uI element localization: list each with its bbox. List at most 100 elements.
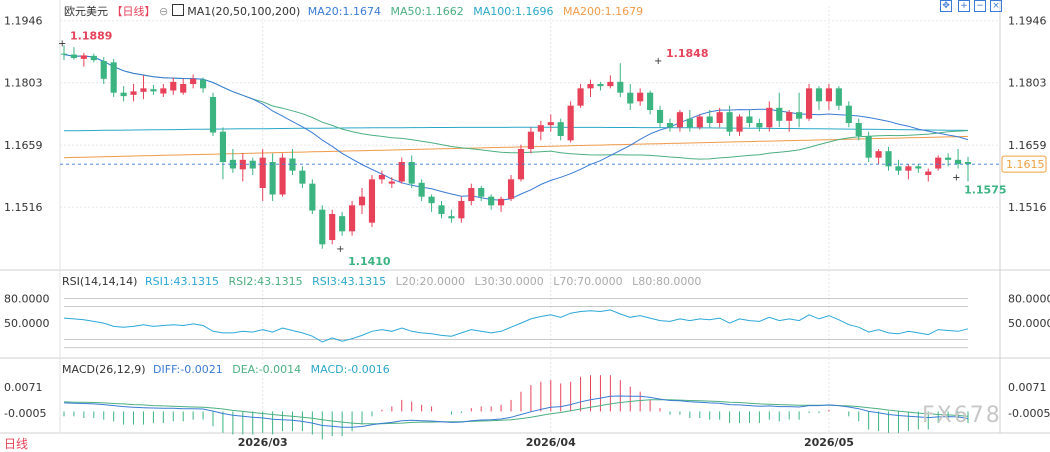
rsi-tick-right: 50.0000 — [1008, 317, 1050, 330]
candle-body — [915, 166, 922, 169]
price-tick-right: 1.1803 — [1008, 77, 1047, 90]
macd-legend: MACD(26,12,9) DIFF:-0.0021 DEA:-0.0014 M… — [62, 363, 390, 377]
candle-body — [925, 171, 932, 175]
rsi-tick-left: 80.0000 — [4, 292, 50, 305]
period-footer[interactable]: 日线 — [4, 437, 28, 451]
candle-body — [796, 112, 803, 119]
main-legend: 欧元美元 【日线】 ⊖ MA1(20,50,100,200) MA20:1.16… — [64, 3, 643, 19]
candle-body — [478, 188, 485, 197]
zoom-out-icon[interactable]: − — [974, 0, 986, 12]
candle-body — [607, 81, 614, 87]
candle-body — [150, 89, 157, 92]
ma200-value: MA200:1.1679 — [562, 5, 644, 18]
candle-body — [438, 205, 445, 214]
move-icon[interactable]: ✥ — [940, 0, 952, 12]
ma50-value: MA50:1.1662 — [390, 5, 464, 18]
candle-body — [120, 92, 127, 97]
macd-label[interactable]: MACD(26,12,9) — [62, 363, 146, 376]
candle-body — [60, 53, 68, 55]
candle-body — [498, 198, 505, 206]
candle-body — [845, 105, 852, 123]
candle-body — [140, 88, 147, 92]
candle-body — [448, 216, 455, 219]
candle-body — [358, 196, 366, 206]
ma100-line — [63, 126, 969, 132]
macd-tick-right: 0.0071 — [1008, 381, 1047, 394]
candle-body — [527, 131, 534, 149]
rsi1-value: RSI1:43.1315 — [144, 275, 219, 288]
candle-body — [696, 116, 703, 128]
dea-line — [63, 399, 969, 425]
macd-tick-right: -0.0005 — [1008, 407, 1050, 420]
candle-body — [597, 84, 604, 87]
candle-body — [408, 162, 415, 184]
candle-body — [905, 166, 912, 171]
candle-body — [309, 183, 316, 211]
candle-body — [110, 62, 117, 93]
candle-body — [339, 216, 346, 232]
date-tick: 2026/03 — [238, 436, 288, 449]
price-tick-right: 1.1946 — [1008, 15, 1047, 28]
diff-line — [63, 395, 969, 428]
diff-value: DIFF:-0.0021 — [153, 363, 223, 376]
candle-body — [259, 157, 266, 188]
candle-body — [428, 196, 435, 204]
price-tick-right: 1.1516 — [1008, 201, 1047, 214]
watermark-logo: FX678 — [922, 403, 1002, 428]
candle-body — [547, 122, 554, 126]
candle-body — [895, 166, 902, 171]
date-tick: 2026/05 — [804, 436, 854, 449]
candle-body — [219, 131, 227, 162]
candle-body — [329, 214, 336, 240]
price-tick-left: 1.1803 — [4, 77, 43, 90]
extreme-label: 1.1575 — [964, 184, 1006, 197]
candle-body — [418, 182, 425, 197]
candle-body — [269, 162, 276, 195]
price-tick-right: 1.1659 — [1008, 139, 1047, 152]
date-tick: 2026/04 — [526, 436, 576, 449]
watermark-text: FX678 — [922, 403, 1002, 428]
period-footer-label: 日线 — [4, 437, 29, 451]
rsi-label[interactable]: RSI(14,14,14) — [62, 275, 138, 288]
candle-body — [786, 112, 793, 121]
candle-body — [130, 91, 137, 95]
candle-body — [825, 88, 833, 102]
zoom-in-icon[interactable]: + — [958, 0, 970, 12]
candle-body — [627, 92, 634, 104]
candle-body — [676, 112, 683, 128]
candle-body — [567, 105, 574, 141]
candle-body — [805, 88, 813, 119]
candle-body — [229, 159, 236, 169]
candle-body — [239, 159, 246, 170]
candle-body — [388, 181, 395, 184]
ma-label[interactable]: MA1(20,50,100,200) — [187, 5, 301, 18]
candle-body — [170, 81, 177, 91]
ma100-value: MA100:1.1696 — [473, 5, 554, 18]
extreme-label: 1.1848 — [666, 47, 708, 60]
candle-body — [180, 84, 187, 93]
candle-body — [935, 157, 942, 169]
candle-body — [666, 123, 674, 128]
candle-body — [865, 136, 872, 158]
period-label[interactable]: 【日线】 — [111, 5, 156, 18]
l20-value: L20:20.0000 — [395, 275, 465, 288]
candle-body — [90, 55, 97, 61]
extreme-label: 1.1889 — [70, 29, 112, 42]
extreme-marker: + — [58, 38, 66, 49]
rsi-legend: RSI(14,14,14) RSI1:43.1315 RSI2:43.1315 … — [62, 275, 701, 289]
settings-icon[interactable]: ⊖ — [159, 5, 169, 18]
rsi2-value: RSI2:43.1315 — [228, 275, 303, 288]
candle-body — [766, 107, 773, 128]
candle-body — [706, 116, 713, 123]
candle-body — [468, 188, 475, 201]
extreme-marker: + — [654, 56, 662, 67]
close-icon[interactable]: × — [990, 0, 1002, 12]
ma-settings-icon[interactable] — [171, 4, 184, 16]
candle-body — [617, 81, 624, 93]
candle-body — [647, 92, 654, 110]
candle-body — [279, 157, 286, 195]
candle-body — [160, 88, 167, 94]
price-tick-left: 1.1516 — [4, 201, 43, 214]
candle-body — [726, 112, 733, 132]
